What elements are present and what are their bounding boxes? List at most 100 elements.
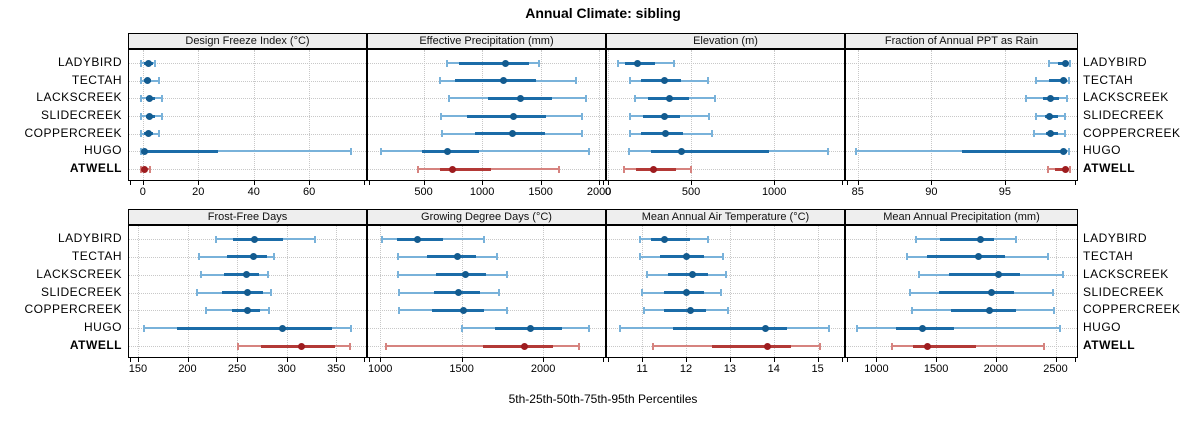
p25-p75-bar	[227, 255, 267, 259]
median-dot-coppercreek	[985, 306, 993, 314]
p25-p75-bar	[668, 273, 708, 277]
p5-p95-range-bar	[141, 150, 351, 153]
axis-edge-tick	[364, 358, 365, 362]
p95-whisker-cap	[720, 289, 723, 296]
p5-whisker-cap	[380, 147, 383, 155]
p5-whisker-cap	[196, 289, 199, 296]
axis-tick-label: 2000	[530, 363, 556, 375]
median-dot-coppercreek	[686, 306, 694, 314]
gridline-y	[846, 169, 1077, 170]
p95-whisker-cap	[1068, 165, 1071, 173]
axis-tick	[599, 181, 601, 185]
p95-whisker-cap	[710, 130, 713, 138]
p95-whisker-cap	[272, 253, 275, 261]
panel-strip-title: Mean Annual Air Temperature (°C)	[641, 211, 810, 223]
p25-p75-bar	[672, 326, 787, 330]
panel-strip-fraction-of-annual-ppt-as-rain: Fraction of Annual PPT as Rain	[845, 33, 1078, 49]
p95-whisker-cap	[574, 77, 577, 85]
p95-whisker-cap	[587, 147, 590, 155]
axis-tick-label: 1500	[923, 363, 949, 375]
p5-whisker-cap	[622, 165, 625, 173]
y-axis-label-ladybird: LADYBIRD	[57, 55, 122, 69]
y-axis-label-right-slidecreek: SLIDECREEK	[1083, 108, 1165, 122]
p25-p75-bar	[176, 326, 333, 330]
p95-whisker-cap	[706, 77, 709, 85]
p5-whisker-cap	[198, 253, 201, 261]
p95-whisker-cap	[1051, 289, 1054, 296]
median-dot-slidecreek	[454, 289, 462, 296]
p95-whisker-cap	[1014, 235, 1017, 243]
panel-strip-title: Effective Precipitation (mm)	[419, 35, 554, 47]
axis-tick-label: 1000	[469, 186, 495, 198]
axis-tick	[995, 358, 997, 362]
median-dot-atwell	[763, 342, 771, 350]
p5-whisker-cap	[140, 130, 143, 138]
axis-tick	[137, 358, 139, 362]
axis-edge-tick	[847, 181, 848, 185]
gridline-x	[253, 50, 255, 180]
median-dot-hugo	[918, 324, 926, 332]
p5-whisker-cap	[237, 342, 240, 350]
p25-p75-bar	[939, 237, 995, 241]
axis-edge-tick	[603, 181, 604, 185]
axis-tick	[543, 358, 545, 362]
gridline-y	[607, 63, 844, 64]
axis-tick	[540, 181, 542, 185]
y-axis-label-right-slidecreek: SLIDECREEK	[1083, 284, 1165, 299]
gridline-y	[129, 80, 366, 82]
p25-p75-bar	[455, 79, 536, 83]
p95-whisker-cap	[349, 147, 352, 155]
median-dot-atwell	[298, 342, 306, 350]
gridline-y	[607, 239, 844, 240]
y-axis-label-right-coppercreek: COPPERCREEK	[1083, 125, 1181, 140]
panel-strip-growing-degree-days-c: Growing Degree Days (°C)	[367, 209, 606, 225]
p95-whisker-cap	[1062, 271, 1065, 279]
p5-whisker-cap	[628, 112, 631, 120]
median-dot-hugo	[1060, 147, 1068, 155]
y-axis-label-right-atwell: ATWELL	[1083, 338, 1136, 352]
gridline-x	[309, 50, 311, 180]
p95-whisker-cap	[726, 306, 729, 314]
panel-fraction-of-annual-ppt-as-rain	[845, 49, 1078, 181]
p95-whisker-cap	[267, 306, 270, 314]
p95-whisker-cap	[266, 271, 269, 279]
panel-strip-title: Fraction of Annual PPT as Rain	[884, 35, 1039, 47]
p25-p75-bar	[912, 344, 976, 348]
gridline-x	[380, 226, 382, 357]
p5-whisker-cap	[397, 271, 400, 279]
p5-whisker-cap	[441, 130, 444, 138]
gridline-x	[336, 226, 338, 357]
p95-whisker-cap	[1064, 112, 1067, 120]
p25-p75-bar	[466, 114, 547, 118]
p5-whisker-cap	[652, 342, 655, 350]
axis-tick-label: 60	[303, 186, 316, 198]
axis-edge-tick	[608, 181, 609, 185]
p25-p75-bar	[224, 273, 259, 277]
y-axis-label-hugo: HUGO	[84, 143, 122, 158]
gridline-y	[129, 133, 366, 135]
panel-design-freeze-index-c	[128, 49, 367, 181]
y-axis-label-right-hugo: HUGO	[1083, 320, 1121, 335]
axis-tick	[774, 181, 776, 185]
p5-whisker-cap	[908, 289, 911, 296]
axis-edge-tick	[1075, 358, 1076, 362]
axis-tick-label: 0	[604, 186, 612, 198]
p5-whisker-cap	[906, 253, 909, 261]
p5-whisker-cap	[380, 235, 383, 243]
p5-whisker-cap	[1024, 94, 1027, 102]
median-dot-tectah	[1060, 77, 1068, 85]
p5-whisker-cap	[397, 253, 400, 261]
axis-edge-tick	[603, 358, 604, 362]
p5-whisker-cap	[628, 130, 631, 138]
axis-tick-label: 500	[681, 186, 701, 198]
gridline-y	[607, 292, 844, 294]
p25-p75-bar	[962, 149, 1067, 153]
p5-whisker-cap	[855, 324, 858, 332]
p25-p75-bar	[427, 255, 476, 259]
median-dot-lackscreek	[146, 94, 154, 102]
median-dot-lackscreek	[995, 271, 1003, 279]
p95-whisker-cap	[587, 324, 590, 332]
p5-whisker-cap	[440, 112, 443, 120]
median-dot-atwell	[650, 165, 658, 173]
